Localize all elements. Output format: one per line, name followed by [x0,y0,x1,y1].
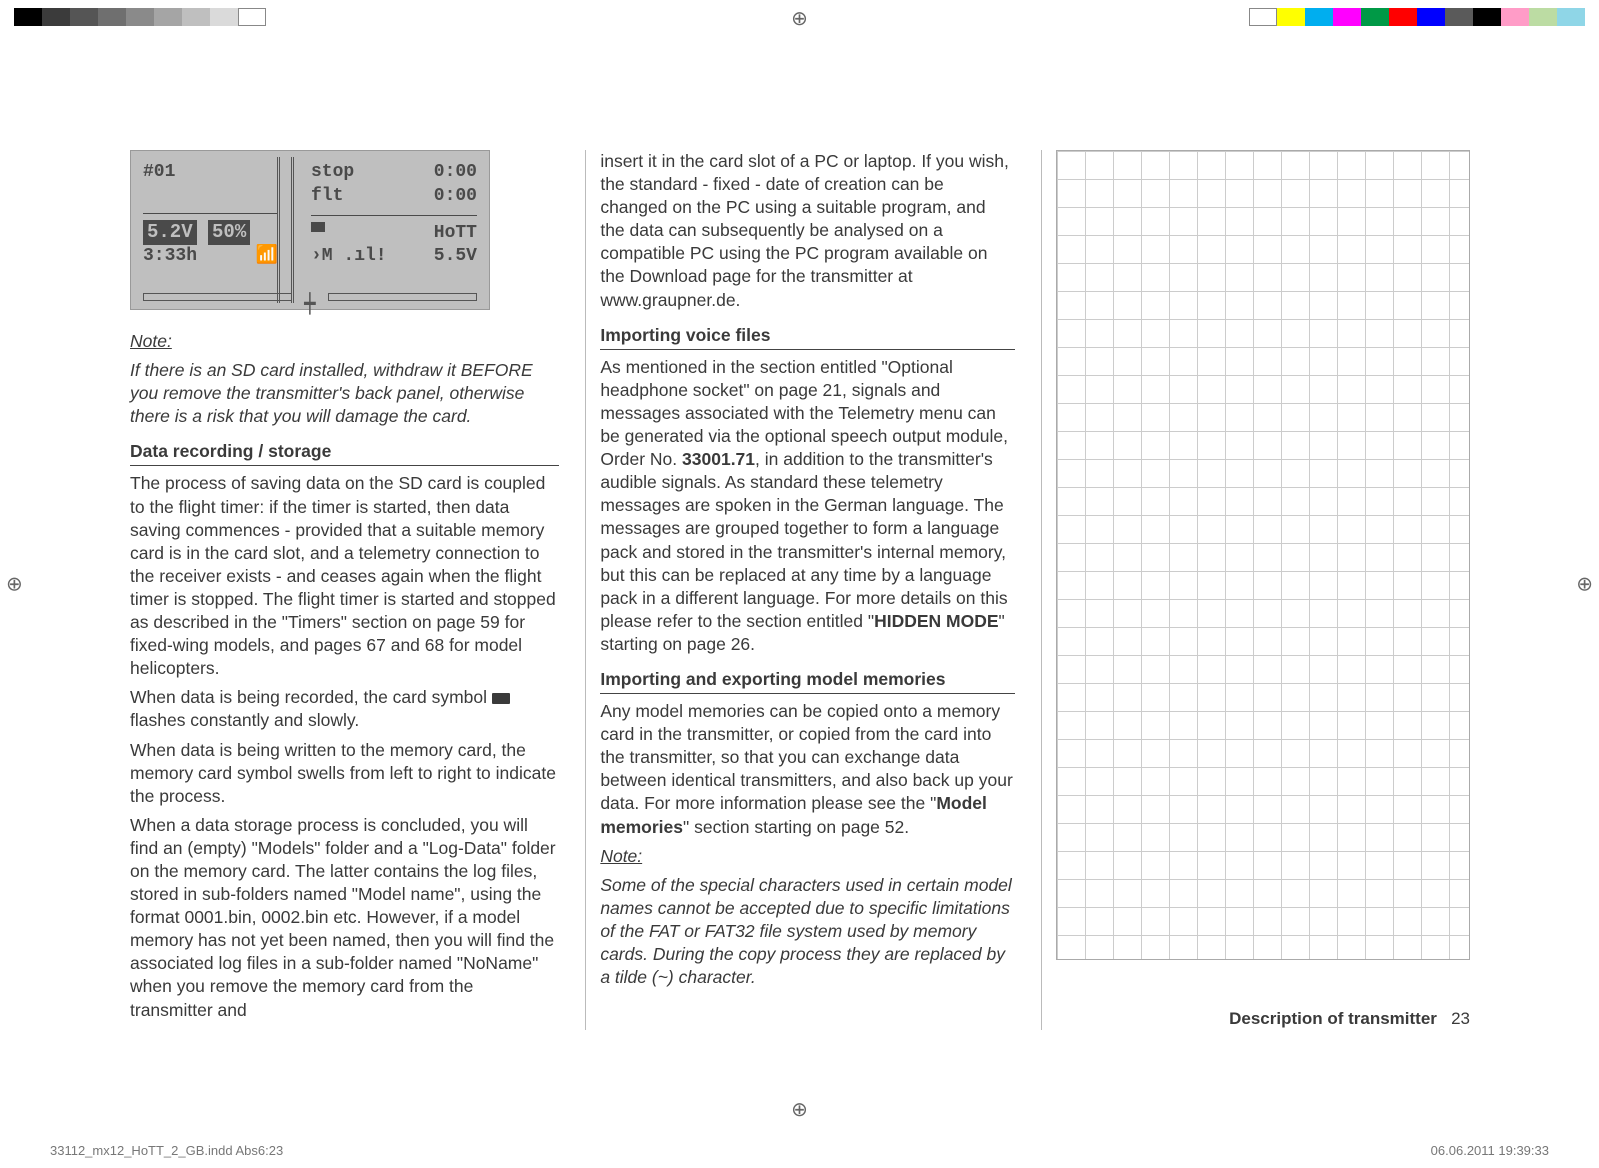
lcd-stop-val: 0:00 [434,161,477,185]
lcd-flt-val: 0:00 [434,185,477,209]
lcd-stop-label: stop [311,161,354,185]
note-grid [1056,150,1470,960]
column-1: #01 5.2V 50% 3:33h 📶 stop 0:00 flt 0:00 Ho… [130,150,559,1030]
para: Any model memories can be copied onto a … [600,700,1014,839]
card-icon [311,222,325,232]
lcd-time: 3:33h [143,245,197,269]
card-symbol-icon [492,693,510,704]
print-date: 06.06.2011 19:39:33 [1431,1143,1549,1158]
para: When a data storage process is concluded… [130,814,559,1022]
page-content: #01 5.2V 50% 3:33h 📶 stop 0:00 flt 0:00 Ho… [130,150,1470,1030]
hidden-mode: HIDDEN MODE [874,611,998,631]
lcd-model: #01 [143,161,278,185]
note-label: Note: [600,846,642,866]
note-text: Some of the special characters used in c… [600,874,1014,989]
antenna-icon: 📶 [256,245,278,269]
lcd-flt-label: flt [311,185,343,209]
lcd-hott: HoTT [434,222,477,246]
note-label: Note: [130,331,172,351]
order-number: 33001.71 [682,449,755,469]
heading-model-memories: Importing and exporting model memories [600,668,1014,694]
lcd-display: #01 5.2V 50% 3:33h 📶 stop 0:00 flt 0:00 Ho… [130,150,490,310]
registration-mark-icon: ⊕ [791,6,808,31]
rx-icon: ›M .ıl! [311,245,387,269]
para: insert it in the card slot of a PC or la… [600,150,1014,312]
para: As mentioned in the section entitled "Op… [600,356,1014,656]
para: The process of saving data on the SD car… [130,472,559,680]
registration-mark-icon: ⊕ [1576,572,1593,597]
heading-voice-files: Importing voice files [600,324,1014,350]
registration-mark-icon: ⊕ [6,572,23,597]
lcd-percent: 50% [208,220,250,245]
para: When data is being written to the memory… [130,739,559,808]
note-text: If there is an SD card installed, withdr… [130,359,559,428]
lcd-voltage: 5.2V [143,220,197,245]
colorbar-left [14,8,266,26]
column-2: insert it in the card slot of a PC or la… [585,150,1014,1030]
column-3: Description of transmitter 23 [1041,150,1470,1030]
file-name: 33112_mx12_HoTT_2_GB.indd Abs6:23 [50,1143,283,1158]
registration-mark-icon: ⊕ [791,1097,808,1122]
print-footer: 33112_mx12_HoTT_2_GB.indd Abs6:23 06.06.… [50,1143,1549,1158]
heading-data-recording: Data recording / storage [130,440,559,466]
lcd-rxv: 5.5V [434,245,477,269]
para: When data is being recorded, the card sy… [130,686,559,732]
page-footer: Description of transmitter 23 [1229,1008,1470,1030]
colorbar-right [1249,8,1585,26]
